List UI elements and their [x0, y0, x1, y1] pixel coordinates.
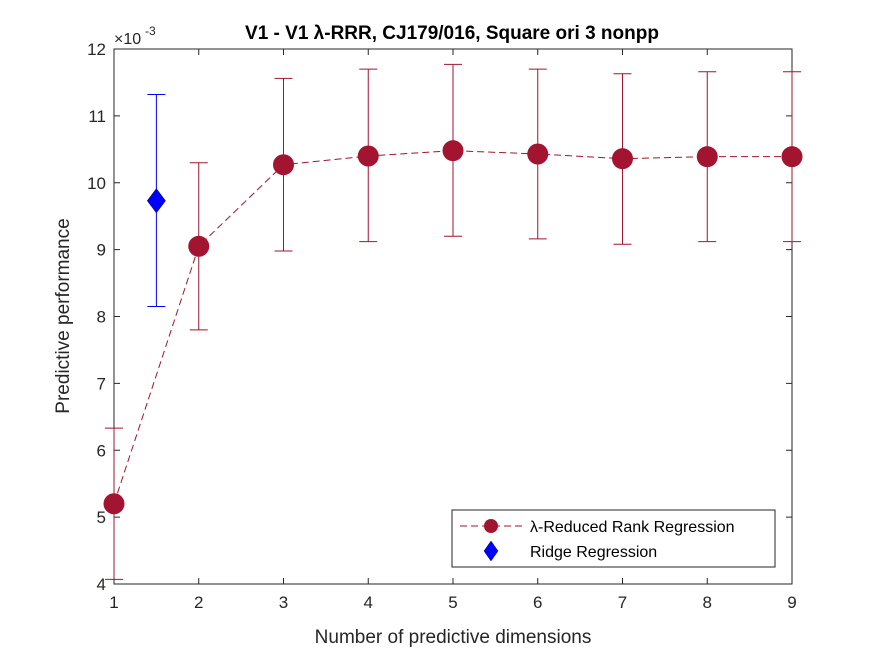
y-tick-label: 5: [97, 508, 106, 527]
y-exponent: ×10 -3: [114, 24, 156, 48]
y-exponent-power: -3: [145, 24, 156, 38]
x-tick-label: 5: [448, 593, 457, 612]
chart-title: V1 - V1 λ-RRR, CJ179/016, Square ori 3 n…: [245, 23, 659, 44]
y-axis-label: Predictive performance: [53, 218, 74, 413]
x-tick-label: 3: [279, 593, 288, 612]
x-axis-label: Number of predictive dimensions: [315, 627, 592, 648]
legend: λ-Reduced Rank Regression Ridge Regressi…: [451, 509, 776, 568]
data-point: [696, 146, 718, 168]
data-point: [527, 143, 549, 165]
x-tick-label: 4: [364, 593, 373, 612]
legend-marker-rrr: [484, 519, 498, 533]
y-tick-label: 9: [97, 241, 106, 260]
x-tick-label: 2: [194, 593, 203, 612]
data-point: [103, 493, 125, 515]
legend-entry-ridge: Ridge Regression: [483, 540, 657, 562]
data-point: [188, 235, 210, 257]
data-point: [612, 148, 633, 170]
x-axis: 1 2 3 4 5 6 7 8 9: [109, 49, 797, 612]
x-tick-label: 6: [533, 593, 542, 612]
y-tick-label: 6: [97, 441, 106, 460]
legend-entry-rrr: λ-Reduced Rank Regression: [460, 519, 735, 536]
y-tick-label: 4: [97, 575, 106, 594]
y-exponent-base: ×10: [114, 31, 141, 48]
series-layer: [103, 63, 803, 580]
data-point: [357, 145, 379, 167]
data-point: [442, 140, 464, 162]
y-axis: 4 5 6 7 8 9 10 11 12: [87, 40, 792, 594]
legend-marker-ridge: [483, 540, 499, 562]
y-tick-label: 8: [97, 308, 106, 327]
data-point: [147, 188, 166, 214]
y-tick-label: 11: [88, 107, 106, 126]
legend-label-rrr: λ-Reduced Rank Regression: [530, 519, 735, 536]
y-tick-label: 7: [97, 374, 106, 393]
series-rrr: [103, 63, 803, 580]
series-line: [113, 150, 792, 504]
y-tick-label: 12: [87, 40, 106, 59]
x-tick-label: 7: [618, 593, 627, 612]
y-tick-label: 10: [87, 174, 106, 193]
data-point: [273, 154, 294, 176]
series-ridge: [147, 93, 166, 307]
x-tick-label: 1: [109, 593, 118, 612]
data-point: [781, 146, 803, 168]
legend-box: [451, 509, 776, 568]
legend-label-ridge: Ridge Regression: [530, 544, 657, 561]
x-tick-label: 8: [703, 593, 712, 612]
x-tick-label: 9: [787, 593, 796, 612]
